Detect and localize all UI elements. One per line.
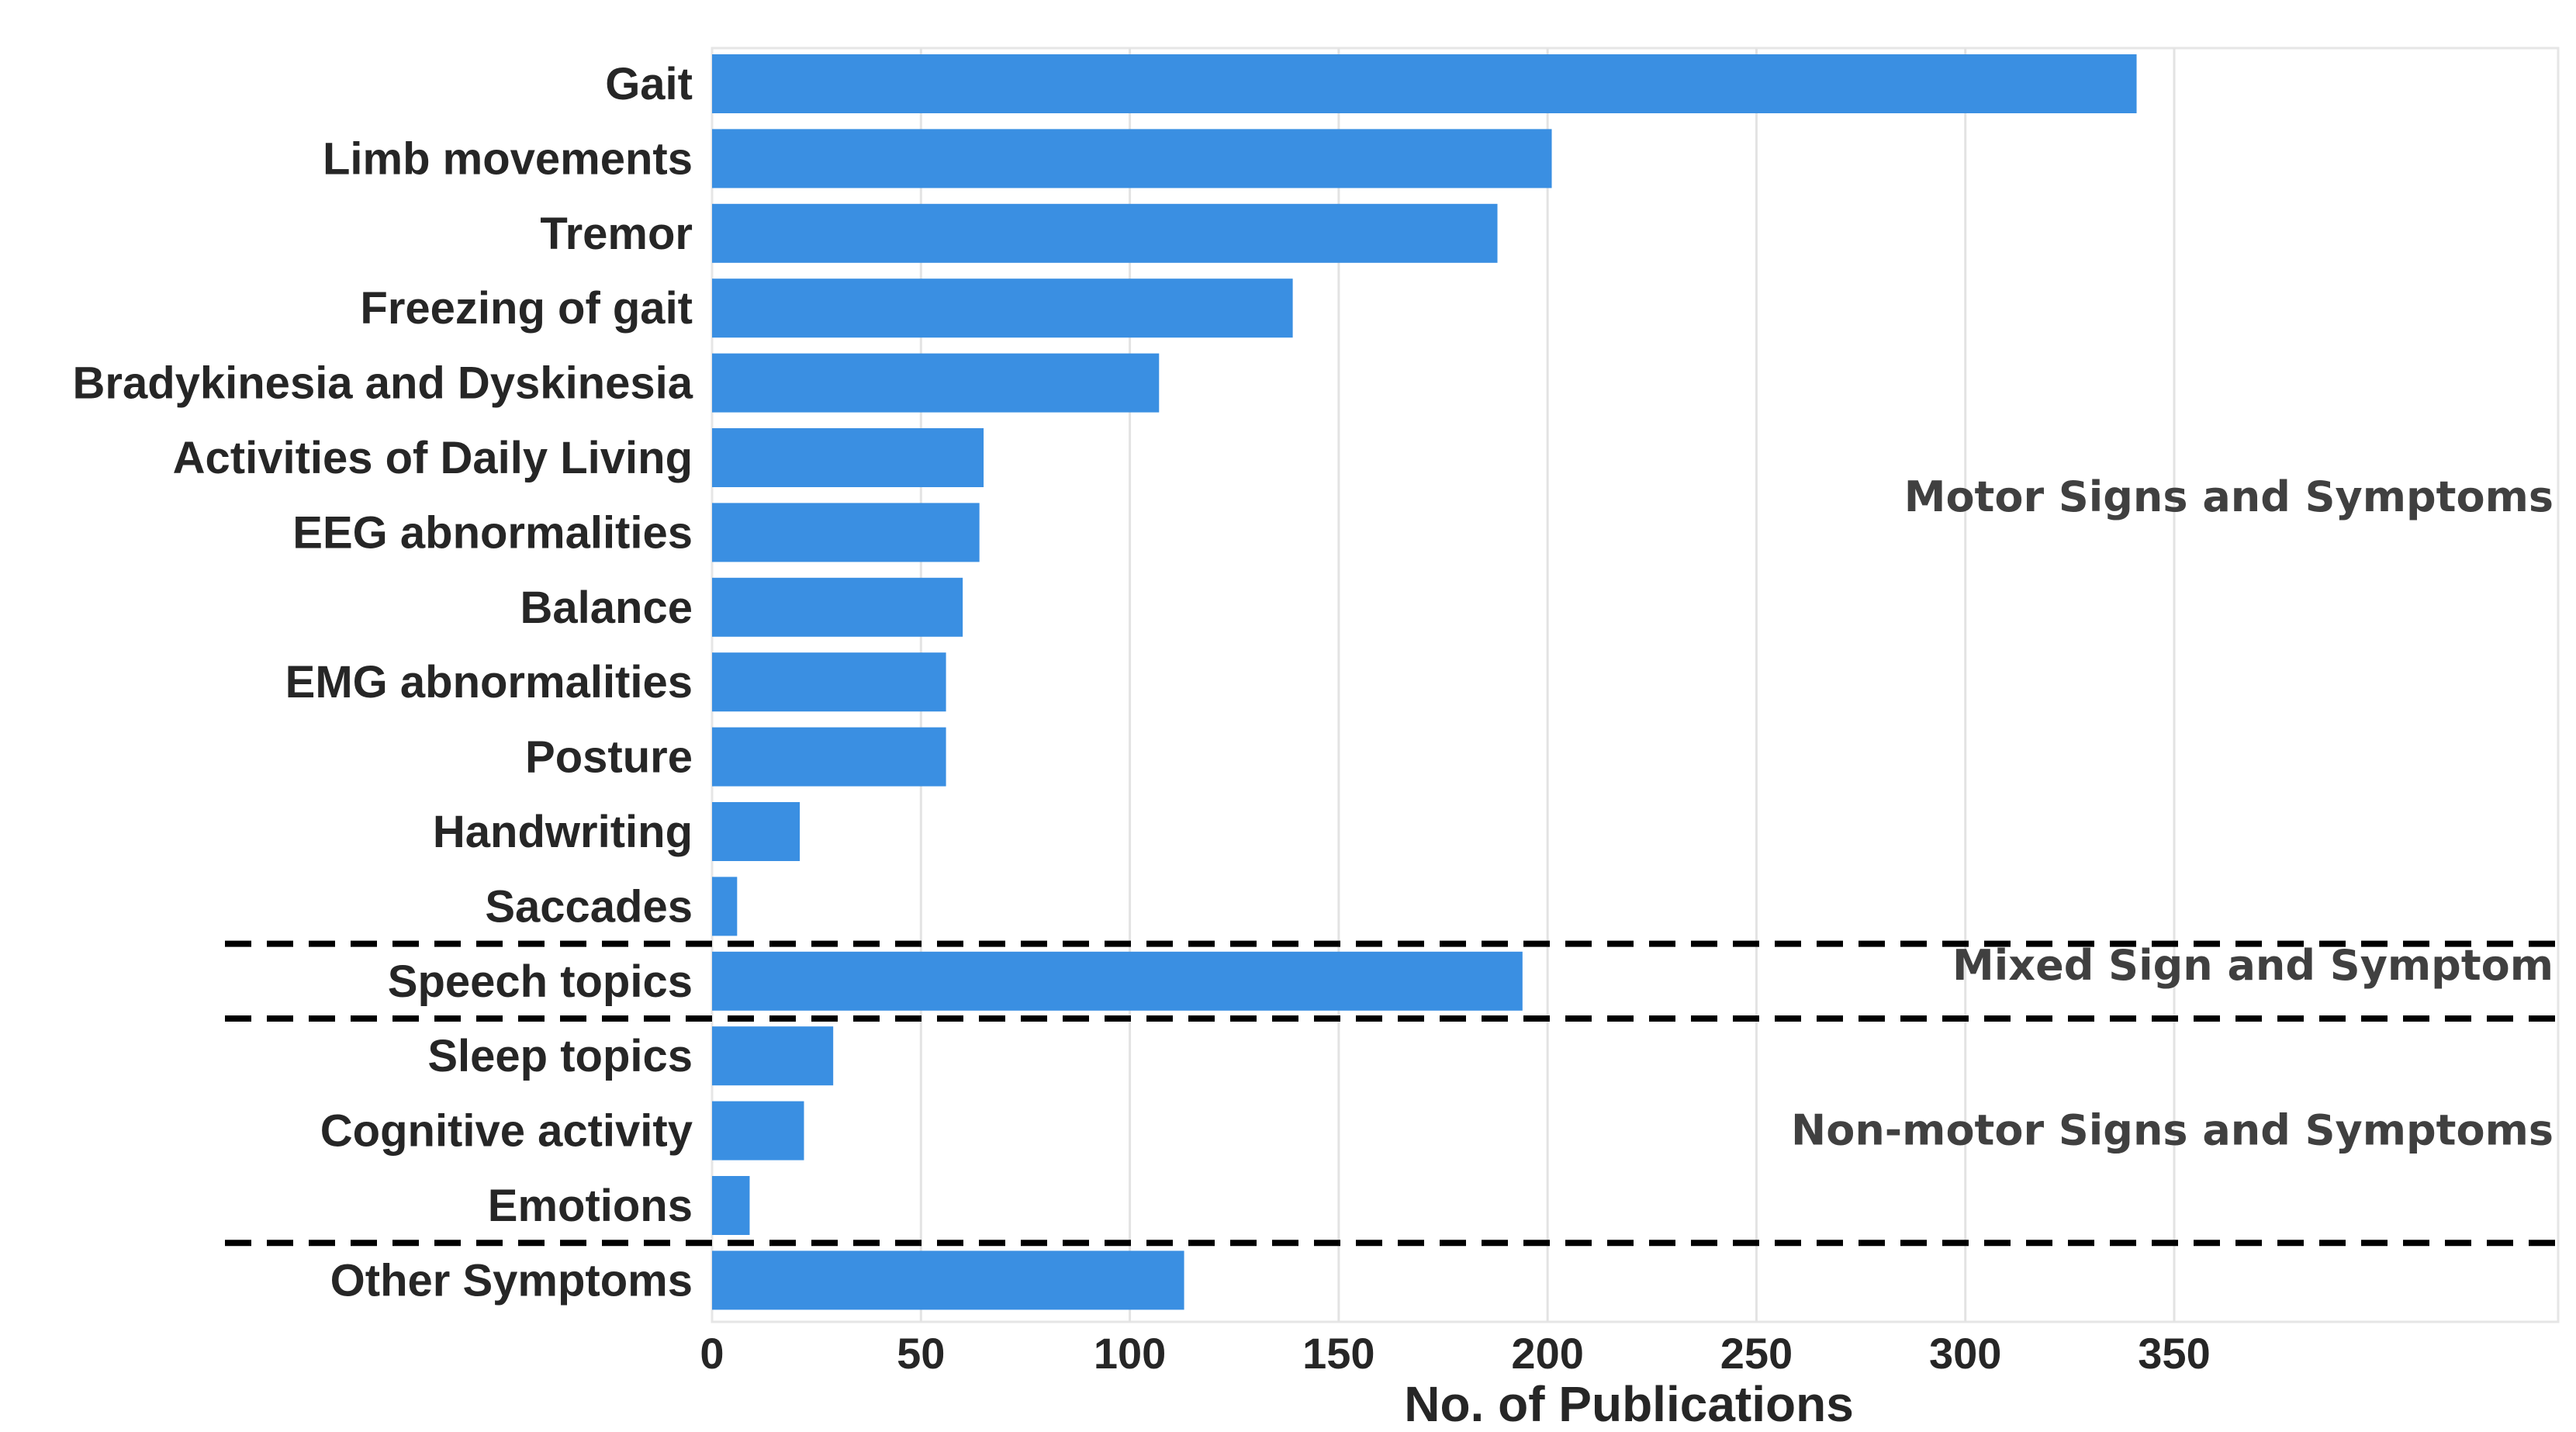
bar — [712, 577, 963, 637]
bar — [712, 54, 2137, 113]
x-axis-title: No. of Publications — [1404, 1376, 1854, 1432]
category-label: Activities of Daily Living — [173, 433, 693, 483]
x-tick-label: 350 — [2138, 1329, 2210, 1378]
x-tick-label: 100 — [1094, 1329, 1166, 1378]
bar — [712, 278, 1293, 338]
category-label: EMG abnormalities — [285, 657, 693, 707]
category-label: Sleep topics — [427, 1031, 693, 1081]
category-label: Gait — [605, 59, 693, 109]
bar — [712, 652, 946, 712]
bar — [712, 503, 980, 562]
bar — [712, 1176, 750, 1235]
category-label: Tremor — [540, 209, 693, 259]
category-label: EEG abnormalities — [292, 507, 693, 558]
group-label: Non-motor Signs and Symptoms — [1791, 1106, 2554, 1155]
bar — [712, 877, 738, 936]
bar — [712, 1026, 834, 1086]
category-label: Balance — [520, 583, 693, 633]
x-tick-label: 200 — [1511, 1329, 1583, 1378]
category-label: Other Symptoms — [330, 1255, 693, 1306]
category-labels: Gait Limb movements Tremor Freezing of gait… — [72, 59, 693, 1306]
group-label: Mixed Sign and Symptom — [1952, 941, 2554, 990]
group-labels: Motor Signs and Symptoms Mixed Sign and S… — [1791, 472, 2554, 1154]
group-dividers — [225, 940, 2560, 1247]
category-label: Posture — [525, 732, 693, 783]
x-tick-labels: 0 50 100 150 200 250 300 350 — [700, 1329, 2210, 1378]
category-label: Emotions — [488, 1181, 693, 1231]
x-tick-label: 250 — [1720, 1329, 1793, 1378]
category-label: Handwriting — [433, 807, 693, 857]
category-label: Freezing of gait — [360, 283, 693, 334]
bar — [712, 951, 1523, 1011]
x-tick-label: 50 — [897, 1329, 945, 1378]
category-label: Cognitive activity — [320, 1106, 693, 1157]
bar — [712, 428, 984, 487]
x-tick-label: 0 — [700, 1329, 724, 1378]
category-label: Speech topics — [388, 956, 693, 1007]
bar — [712, 802, 800, 861]
bar — [712, 1101, 804, 1160]
category-label: Limb movements — [323, 133, 693, 184]
bar — [712, 727, 946, 787]
bar — [712, 129, 1552, 189]
bars — [712, 54, 2137, 1310]
bar — [712, 353, 1160, 413]
category-label: Bradykinesia and Dyskinesia — [72, 358, 693, 409]
bar — [712, 1250, 1184, 1310]
x-tick-label: 300 — [1929, 1329, 2001, 1378]
category-label: Saccades — [485, 881, 693, 932]
group-label: Motor Signs and Symptoms — [1904, 472, 2554, 521]
bar — [712, 203, 1498, 263]
x-tick-label: 150 — [1302, 1329, 1374, 1378]
